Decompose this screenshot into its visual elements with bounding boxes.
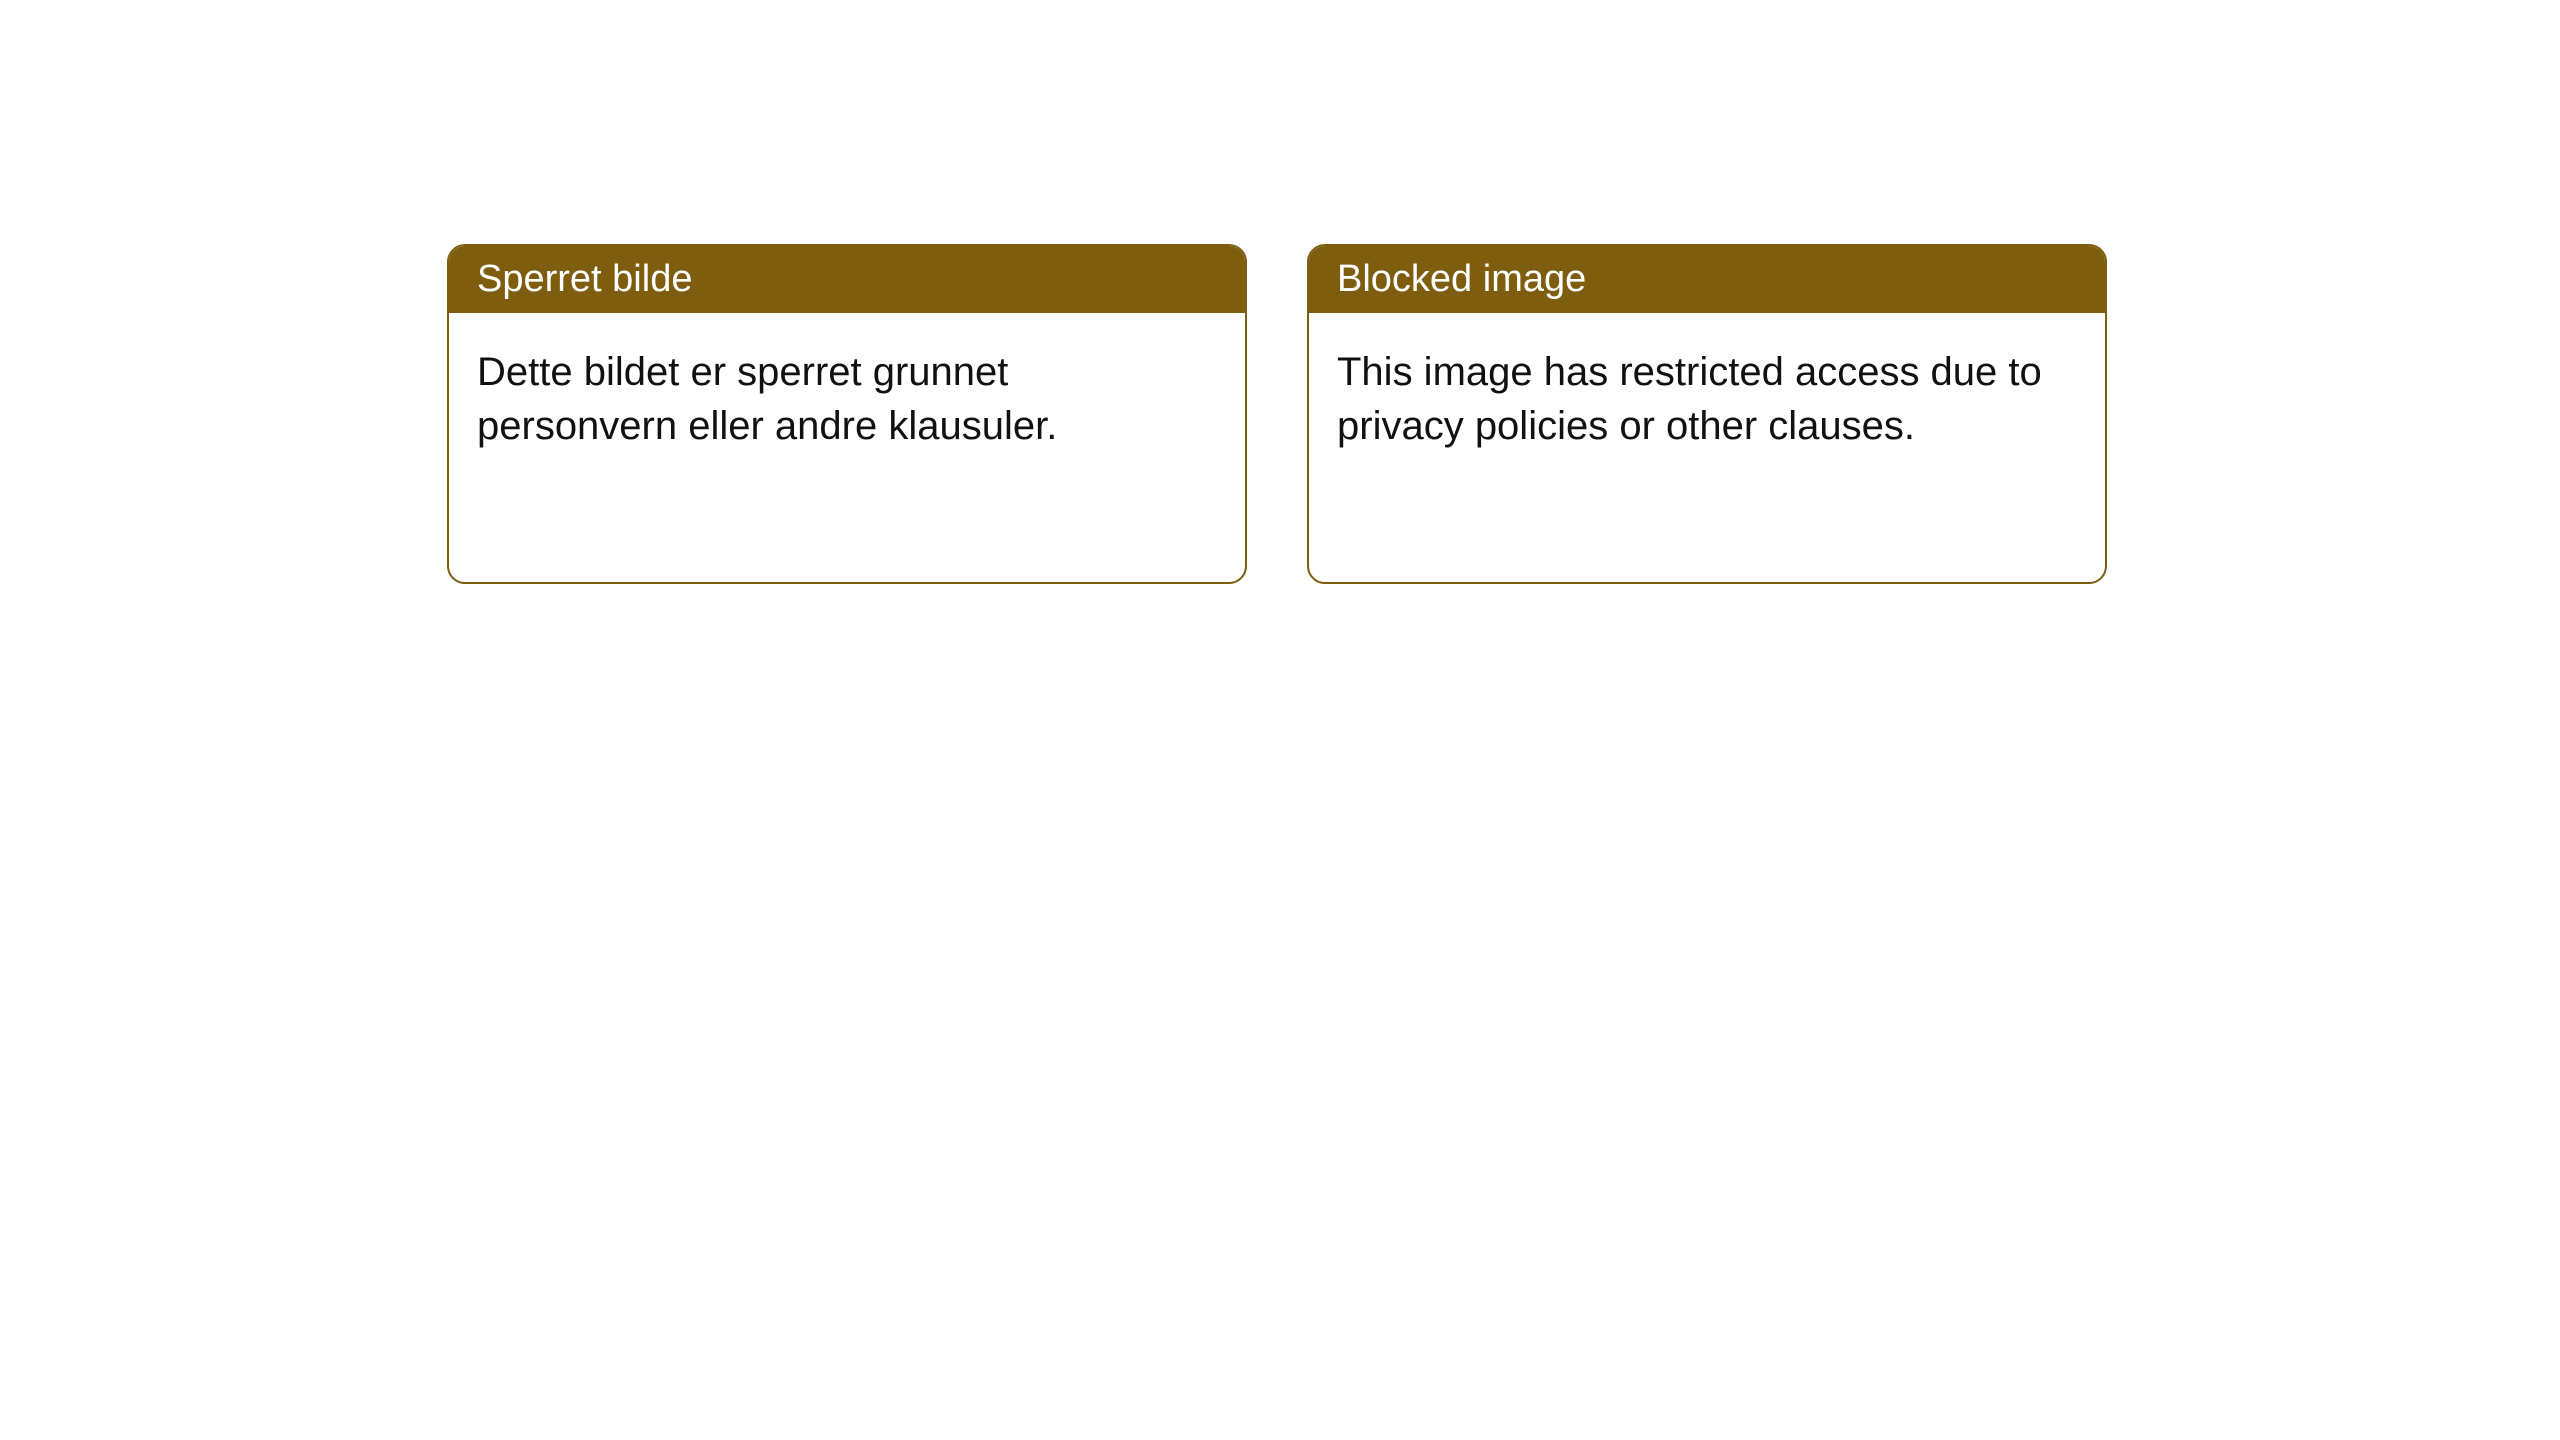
notice-card-norwegian: Sperret bilde Dette bildet er sperret gr… [447,244,1247,584]
notice-card-body: Dette bildet er sperret grunnet personve… [449,313,1245,485]
notice-body-text: Dette bildet er sperret grunnet personve… [477,350,1057,448]
notice-container: Sperret bilde Dette bildet er sperret gr… [447,244,2107,584]
notice-card-header: Sperret bilde [449,246,1245,313]
notice-title: Blocked image [1337,258,1586,300]
notice-body-text: This image has restricted access due to … [1337,350,2042,448]
notice-title: Sperret bilde [477,258,692,300]
notice-card-english: Blocked image This image has restricted … [1307,244,2107,584]
notice-card-header: Blocked image [1309,246,2105,313]
notice-card-body: This image has restricted access due to … [1309,313,2105,485]
